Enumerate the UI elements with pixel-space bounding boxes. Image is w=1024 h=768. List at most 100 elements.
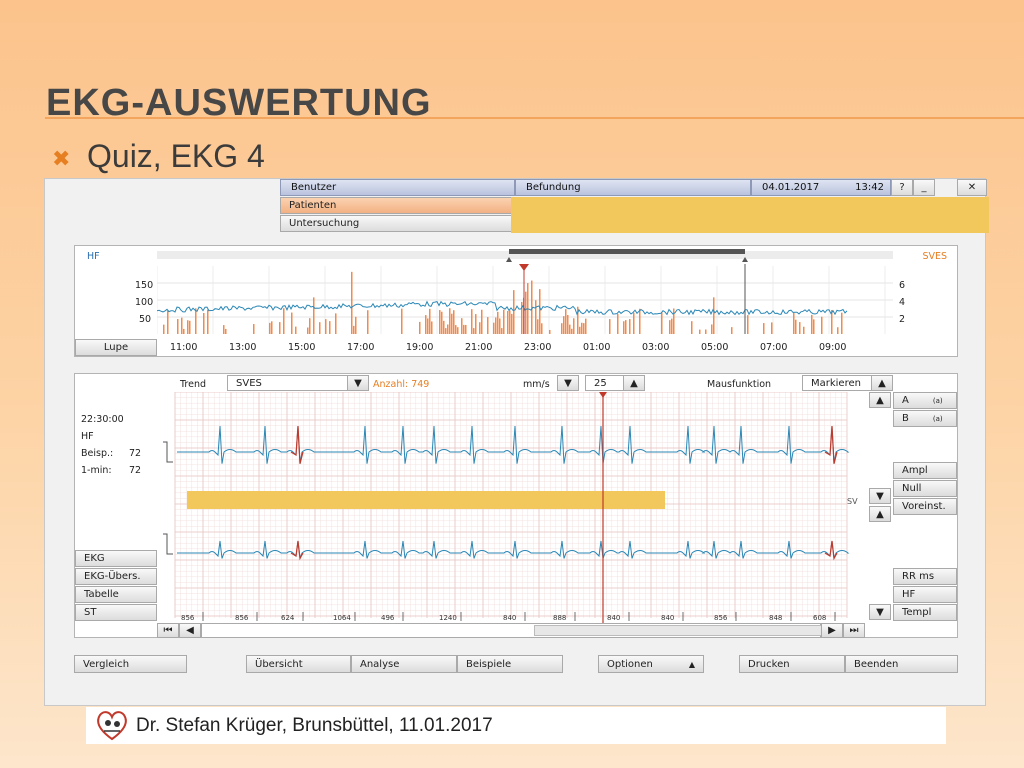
drucken-button[interactable]: Drucken (739, 655, 845, 673)
trend-bar (445, 328, 447, 334)
speed-field[interactable]: 25 (585, 375, 625, 391)
scroll-thumb[interactable] (534, 625, 822, 636)
help-button[interactable]: ? (891, 179, 913, 196)
scroll-down-icon[interactable]: ▼ (869, 604, 891, 620)
tab-tabelle[interactable]: Tabelle (75, 586, 157, 603)
markieren-up-icon[interactable]: ▲ (871, 375, 893, 391)
null-button[interactable]: Null (893, 480, 957, 497)
trend-bar (429, 308, 431, 334)
trend-bar (771, 322, 773, 334)
trend-bar (271, 321, 273, 334)
trend-bar (425, 315, 427, 334)
next-icon[interactable]: ▶ (821, 623, 843, 638)
calibration-mark-1 (163, 441, 173, 463)
trend-chart[interactable] (157, 246, 893, 338)
ampl-up-icon[interactable]: ▲ (869, 506, 891, 522)
tab-st[interactable]: ST (75, 604, 157, 621)
trend-bar (713, 297, 715, 334)
trend-bar (531, 280, 533, 334)
trend-bar (821, 316, 823, 334)
trend-bar (563, 316, 565, 334)
trend-bar (639, 308, 641, 334)
trend-bar (793, 312, 795, 334)
ampl-down-icon[interactable]: ▼ (869, 488, 891, 504)
ekg-marked-beat (290, 425, 304, 464)
markieren-field[interactable]: Markieren (802, 375, 872, 391)
channel-b-button[interactable]: B (a) (893, 410, 957, 427)
trend-bar (309, 318, 311, 334)
speed-up-icon[interactable]: ▲ (623, 375, 645, 391)
tab-ekg-uebersicht[interactable]: EKG-Übers. (75, 568, 157, 585)
trend-bar (449, 308, 451, 334)
trend-bar (565, 309, 567, 334)
prev-icon[interactable]: ◀ (179, 623, 201, 638)
horizontal-scrollbar[interactable] (201, 623, 822, 638)
time-axis-label: 03:00 (642, 342, 670, 353)
trend-bar (691, 321, 693, 334)
trend-bar (511, 313, 513, 334)
trend-bar (535, 300, 537, 334)
lupe-button[interactable]: Lupe (75, 339, 157, 356)
trend-bar (351, 271, 353, 334)
mms-down-icon[interactable]: ▼ (557, 375, 579, 391)
trend-bar (837, 327, 839, 334)
trend-bar (795, 319, 797, 334)
menu-benutzer[interactable]: Benutzer (280, 179, 515, 196)
uebersicht-button[interactable]: Übersicht (246, 655, 351, 673)
trend-bar (661, 312, 663, 334)
vergleich-button[interactable]: Vergleich (74, 655, 187, 673)
first-page-icon[interactable]: ⏮ (157, 623, 179, 638)
voreinst-button[interactable]: Voreinst. (893, 498, 957, 515)
trend-bar (673, 308, 675, 334)
trend-bar (189, 320, 191, 334)
rr-ms-button[interactable]: RR ms (893, 568, 957, 585)
trend-bar (747, 315, 749, 334)
time-axis-label: 21:00 (465, 342, 493, 353)
info-min-label: 1-min: (81, 465, 112, 476)
trend-bar (335, 313, 337, 334)
time-axis-label: 13:00 (229, 342, 257, 353)
y-right-tick: 4 (899, 297, 906, 308)
menu-patienten[interactable]: Patienten (280, 197, 515, 214)
last-page-icon[interactable]: ⏭ (843, 623, 865, 638)
info-hf: HF (81, 431, 94, 442)
y-left-tick: 150 (135, 280, 154, 291)
beispiele-button[interactable]: Beispiele (457, 655, 563, 673)
trend-bar (571, 328, 573, 334)
info-beisp-label: Beisp.: (81, 448, 114, 459)
beenden-button[interactable]: Beenden (845, 655, 958, 673)
trend-bar (811, 314, 813, 334)
trend-bar (355, 316, 357, 334)
tab-ekg[interactable]: EKG (75, 550, 157, 567)
trend-bar (313, 297, 315, 334)
menu-befundung[interactable]: Befundung (515, 179, 751, 196)
ekg-trace-2 (177, 540, 850, 559)
analyse-button[interactable]: Analyse (351, 655, 457, 673)
mausfunktion-label: Mausfunktion (707, 379, 772, 390)
trend-bar (461, 318, 463, 334)
trend-bar (167, 310, 169, 334)
trend-bar (609, 319, 611, 334)
rr-value: 856 (235, 614, 249, 622)
templ-button[interactable]: Templ (893, 604, 957, 621)
trend-bar (163, 324, 165, 334)
ekg-strip[interactable]: SV 856 856 624 1064 496 1240 840 888 840 840 856 84… (157, 392, 869, 624)
minimize-button[interactable]: _ (913, 179, 935, 196)
chevron-down-icon[interactable]: ▼ (347, 375, 369, 391)
trend-bar (841, 312, 843, 334)
y-left-tick: 50 (139, 314, 152, 325)
optionen-button[interactable]: Optionen ▲ (598, 655, 704, 673)
scroll-up-icon[interactable]: ▲ (869, 392, 891, 408)
trend-bar (487, 317, 489, 334)
menu-untersuchung[interactable]: Untersuchung (280, 215, 515, 232)
channel-a-button[interactable]: A (a) (893, 392, 957, 409)
close-button[interactable]: ✕ (957, 179, 987, 196)
trend-panel: HF SVES 150 100 50 6 4 2 Lupe 11:00 13:00… (74, 245, 958, 357)
ampl-button[interactable]: Ampl (893, 462, 957, 479)
trend-bar (329, 321, 331, 334)
ekg-app-window: Benutzer Befundung 04.01.2017 13:42 ? _ … (44, 178, 989, 706)
hf-button[interactable]: HF (893, 586, 957, 603)
trend-bar (509, 310, 511, 334)
trend-bar (585, 318, 587, 334)
trend-bar (475, 314, 477, 334)
